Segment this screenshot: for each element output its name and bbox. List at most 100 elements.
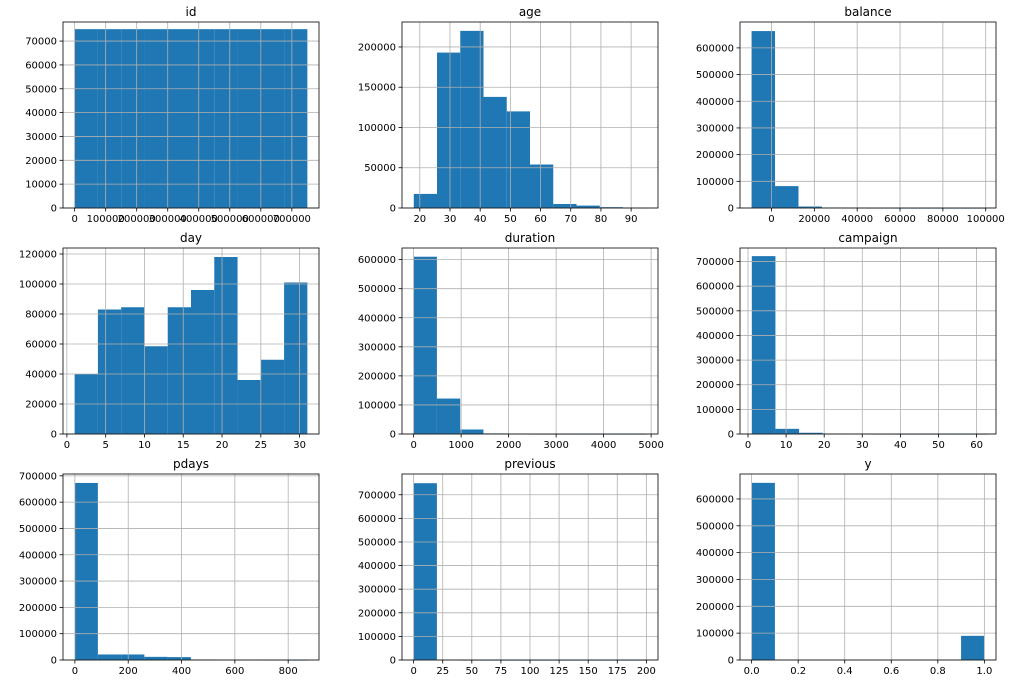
x-tick-label: 125 [550,666,569,677]
bars [74,257,308,434]
histogram-bar [167,657,191,660]
x-tick-label: 0 [71,214,77,225]
y-tick-label: 700000 [19,471,57,482]
histogram-bar [483,96,507,208]
histogram-bar [260,29,285,209]
y-tick-label: 40000 [25,370,57,381]
subplot-title: age [519,5,541,19]
x-tick-label: 40000 [841,214,873,225]
gridlines [63,248,319,435]
subplot-pdays: pdays 0 200 400 600 800 0 100000 200000 300000 400… [19,457,320,677]
axes-frame [401,21,659,209]
subplot-title: y [864,457,871,471]
y-tick-label: 60000 [25,340,57,351]
x-tick-label: 0.0 [744,666,760,677]
histogram-bar [413,193,438,208]
histogram-bar [799,432,823,434]
x-tick-label: 0.6 [883,666,899,677]
y-tick-label: 500000 [696,70,734,81]
y-tick-label: 0 [51,656,57,667]
x-tick-label: 20000 [798,214,830,225]
subplot-campaign: campaign 0 10 20 30 40 50 60 0 100000 200000 300000… [696,231,997,451]
x-tick-label: 25 [254,440,267,451]
y-tick-label: 100000 [696,405,734,416]
x-tick-label: 80 [595,214,608,225]
histogram-bar [530,164,554,208]
y-tick-label: 200000 [19,603,57,614]
x-tick-label: 200 [637,666,656,677]
y-tick-label: 150000 [358,83,396,94]
x-tick-label: 30 [293,440,306,451]
y-tick-label: 300000 [358,342,396,353]
y-tick-label: 600000 [358,255,396,266]
x-tick-label: 3000 [543,440,568,451]
subplot-title: day [180,231,202,245]
histogram-bar [214,257,238,434]
x-tick-label: 0.4 [837,666,853,677]
x-tick-label: 400000 [180,214,218,225]
y-tick-label: 600000 [696,282,734,293]
y-tick-label: 500000 [358,284,396,295]
histogram-bar [437,52,461,209]
histogram-bar [167,307,191,434]
gridlines [402,22,658,209]
x-tick-label: 20 [413,214,426,225]
x-tick-label: 80000 [927,214,959,225]
subplot-title: pdays [173,457,209,471]
y-tick-label: 20000 [25,156,57,167]
y-tick-label: 60000 [25,60,57,71]
y-tick-label: 0 [390,656,396,667]
histogram-bar [284,282,308,434]
axes-frame [62,21,320,209]
y-tick-label: 50000 [364,163,396,174]
y-tick-label: 100000 [696,177,734,188]
axes-frame [739,247,997,435]
x-tick-label: 100 [520,666,539,677]
y-tick-label: 80000 [25,310,57,321]
axes-frame [62,247,320,435]
x-tick-label: 4000 [591,440,616,451]
subplot-title: id [186,5,197,19]
y-tick-label: 400000 [696,97,734,108]
x-tick-label: 150 [579,666,598,677]
histogram-bar [775,428,800,434]
y-tick-label: 500000 [358,537,396,548]
x-tick-label: 500000 [211,214,249,225]
y-tick-label: 0 [728,204,734,215]
histogram-bar [506,111,530,208]
y-tick-label: 200000 [696,380,734,391]
histogram-bar [460,30,484,208]
axes-frame [62,473,320,661]
x-tick-label: 600000 [242,214,280,225]
y-tick-label: 300000 [358,585,396,596]
histogram-bar [413,256,437,434]
y-tick-label: 200000 [358,608,396,619]
bars [413,30,647,209]
y-tick-label: 500000 [696,306,734,317]
y-tick-label: 600000 [19,498,57,509]
y-tick-label: 10000 [25,180,57,191]
histogram-bar [751,482,775,660]
histogram-bar [284,29,308,209]
histogram-bar [74,482,98,660]
y-tick-label: 20000 [25,400,57,411]
subplot-title: balance [844,5,891,19]
x-tick-label: 60000 [884,214,916,225]
bars [751,482,985,660]
histogram-bar [576,205,600,208]
y-tick-label: 500000 [696,521,734,532]
x-tick-label: 0 [64,440,70,451]
subplot-title: previous [504,457,555,471]
x-tick-label: 0 [745,440,751,451]
y-tick-label: 120000 [19,250,57,261]
y-tick-label: 300000 [19,577,57,588]
x-tick-label: 15 [177,440,190,451]
y-tick-label: 50000 [25,84,57,95]
bars [74,29,308,209]
x-tick-label: 50 [932,440,945,451]
x-tick-label: 0 [410,666,416,677]
y-tick-label: 700000 [696,257,734,268]
histogram-bar [97,654,122,660]
x-tick-label: 30 [444,214,457,225]
y-tick-label: 400000 [358,561,396,572]
